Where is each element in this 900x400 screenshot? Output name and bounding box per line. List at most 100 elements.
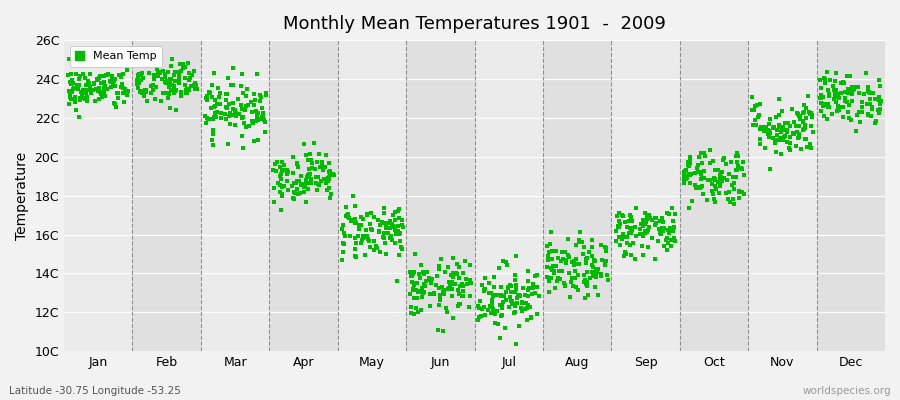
Point [438, 269, 453, 275]
Point [477, 304, 491, 310]
Point [60, 72, 75, 78]
Point [146, 87, 160, 93]
Point [68, 94, 82, 100]
Point [286, 154, 301, 160]
Bar [680, 40, 748, 351]
Point [404, 272, 419, 279]
Point [472, 317, 486, 323]
Point [580, 283, 594, 289]
Point [226, 106, 240, 112]
Point [475, 282, 490, 288]
Point [364, 210, 378, 216]
Point [208, 102, 222, 109]
Point [205, 116, 220, 122]
Point [868, 96, 882, 103]
Point [518, 306, 532, 313]
Point [806, 128, 820, 135]
Point [210, 109, 224, 115]
Point [182, 70, 196, 77]
Point [152, 70, 166, 76]
Point [682, 179, 697, 186]
Point [160, 90, 175, 96]
Point [769, 148, 783, 155]
Point [162, 79, 176, 85]
Point [553, 276, 567, 282]
Point [829, 98, 843, 105]
Point [484, 290, 499, 297]
Point [301, 157, 315, 163]
Point [761, 121, 776, 127]
Point [217, 111, 231, 117]
Point [729, 167, 743, 173]
Point [172, 76, 186, 82]
Point [763, 116, 778, 122]
Point [447, 280, 462, 287]
Point [633, 231, 647, 237]
Point [598, 245, 613, 251]
Point [695, 175, 709, 181]
Point [406, 286, 420, 293]
Point [274, 191, 289, 197]
Point [443, 281, 457, 288]
Point [67, 84, 81, 91]
Point [169, 106, 184, 113]
Point [557, 249, 572, 255]
Point [147, 76, 161, 82]
Point [633, 226, 647, 232]
Point [318, 164, 332, 170]
Point [872, 97, 886, 103]
Point [572, 260, 587, 267]
Point [383, 235, 398, 241]
Point [703, 177, 717, 183]
Point [182, 87, 196, 94]
Point [762, 134, 777, 140]
Point [338, 213, 353, 219]
Point [91, 77, 105, 84]
Point [694, 176, 708, 183]
Point [427, 290, 441, 296]
Point [130, 80, 145, 86]
Point [97, 78, 112, 85]
Point [113, 84, 128, 90]
Point [416, 268, 430, 275]
Point [567, 262, 581, 268]
Point [424, 280, 438, 286]
Point [78, 96, 93, 102]
Point [814, 95, 828, 101]
Point [208, 110, 222, 116]
Point [703, 160, 717, 166]
Point [615, 212, 629, 218]
Point [406, 271, 420, 278]
Point [752, 113, 766, 120]
Point [363, 221, 377, 227]
Point [140, 53, 154, 59]
Point [783, 140, 797, 146]
Point [205, 94, 220, 100]
Point [725, 196, 740, 202]
Point [172, 68, 186, 75]
Point [837, 95, 851, 102]
Point [485, 297, 500, 304]
Point [625, 225, 639, 231]
Point [228, 122, 242, 128]
Point [790, 110, 805, 117]
Point [545, 255, 560, 262]
Point [722, 189, 736, 196]
Point [577, 278, 591, 285]
Point [515, 298, 529, 305]
Point [200, 115, 214, 121]
Point [245, 118, 259, 124]
Point [873, 101, 887, 107]
Point [830, 108, 844, 114]
Point [798, 115, 813, 122]
Point [135, 90, 149, 96]
Point [321, 173, 336, 180]
Point [450, 270, 464, 277]
Point [105, 80, 120, 86]
Point [609, 213, 624, 219]
Point [296, 141, 310, 147]
Point [250, 110, 265, 116]
Point [872, 110, 886, 116]
Point [712, 190, 726, 196]
Point [311, 182, 326, 188]
